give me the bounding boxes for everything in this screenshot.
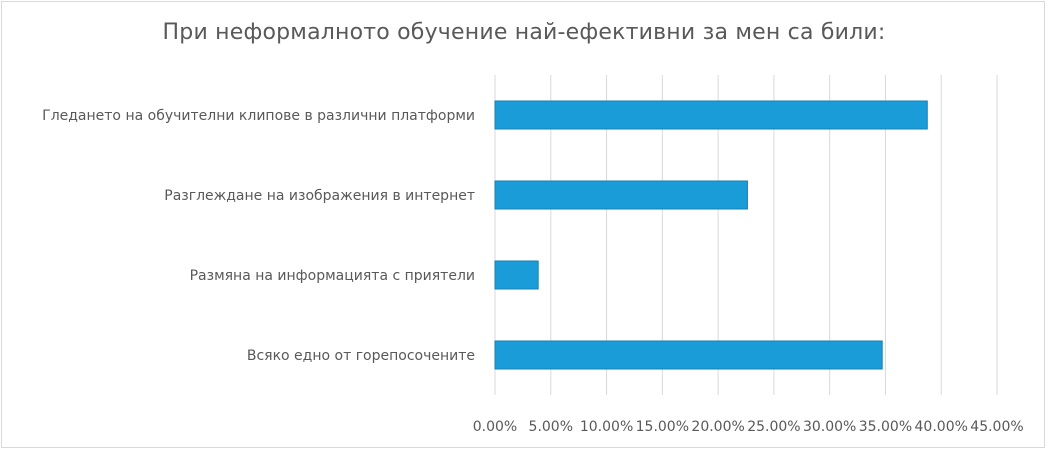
category-label: Размяна на информацията с приятели bbox=[190, 268, 475, 284]
x-tick-label: 20.00% bbox=[691, 419, 744, 435]
x-tick-labels: 0.00% 5.00% 10.00% 15.00% 20.00% 25.00% 30.00%… bbox=[473, 419, 1024, 435]
x-tick-label: 40.00% bbox=[915, 419, 968, 435]
bar bbox=[494, 180, 748, 210]
category-label: Разглеждане на изображения в интернет bbox=[164, 188, 475, 204]
x-tick-label: 30.00% bbox=[803, 419, 856, 435]
x-tick-label: 35.00% bbox=[859, 419, 912, 435]
bar bbox=[494, 260, 539, 290]
bars bbox=[494, 100, 928, 370]
x-tick-label: 25.00% bbox=[747, 419, 800, 435]
category-label: Гледането на обучителни клипове в различ… bbox=[42, 108, 475, 124]
x-tick-label: 15.00% bbox=[636, 419, 689, 435]
category-label: Всяко едно от горепосочените bbox=[247, 348, 475, 364]
chart-title: При неформалното обучение най-ефективни … bbox=[162, 20, 886, 45]
category-labels: Гледането на обучителни клипове в различ… bbox=[42, 108, 475, 364]
bar bbox=[494, 100, 928, 130]
x-tick-label: 5.00% bbox=[529, 419, 573, 435]
x-tick-label: 10.00% bbox=[580, 419, 633, 435]
x-tick-label: 45.00% bbox=[970, 419, 1023, 435]
bar bbox=[494, 340, 883, 370]
x-tick-label: 0.00% bbox=[473, 419, 517, 435]
